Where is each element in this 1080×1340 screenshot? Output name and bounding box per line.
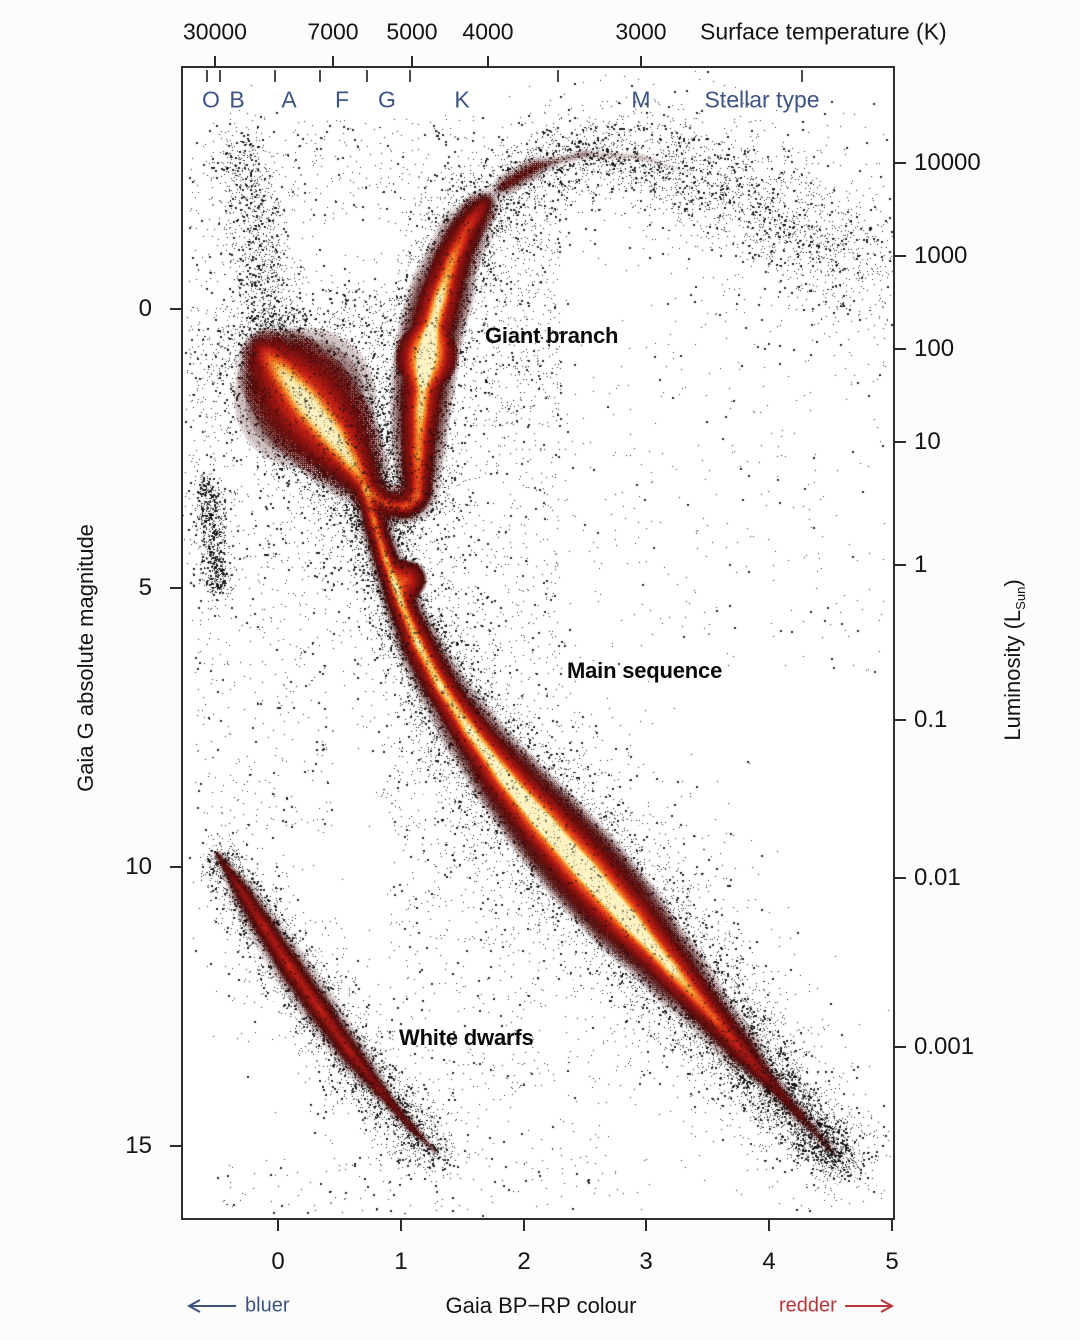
luminosity-axis-tick — [893, 162, 906, 164]
top-axis-title: Surface temperature (K) — [700, 18, 947, 45]
stellar-type-boundary-tick — [366, 70, 368, 82]
stellar-type-boundary-tick — [206, 70, 208, 82]
y-axis-tick-label: 15 — [125, 1132, 152, 1159]
y-axis-tick — [170, 866, 183, 868]
x-axis-tick-label: 3 — [639, 1248, 653, 1275]
temperature-tick-label: 3000 — [615, 18, 667, 45]
x-axis-tick — [891, 1218, 893, 1231]
temperature-axis-tick — [332, 56, 334, 68]
x-axis-tick — [400, 1218, 402, 1231]
stellar-type-letter: B — [229, 86, 245, 113]
stellar-type-boundary-tick — [319, 70, 321, 82]
temperature-axis-tick — [214, 56, 216, 68]
stellar-type-letter: F — [334, 86, 350, 113]
luminosity-tick-label: 10 — [914, 428, 941, 455]
redder-arrow-icon — [845, 1299, 895, 1313]
temperature-tick-label: 4000 — [462, 18, 514, 45]
luminosity-tick-label: 10000 — [914, 149, 981, 176]
luminosity-tick-label: 100 — [914, 335, 955, 362]
luminosity-axis-tick — [893, 348, 906, 350]
temperature-tick-label: 5000 — [386, 18, 438, 45]
left-axis-title: Gaia G absolute magnitude — [73, 524, 98, 792]
stellar-type-boundary-tick — [557, 70, 559, 82]
y-axis-tick-label: 10 — [125, 853, 152, 880]
redder-label: redder — [779, 1294, 837, 1317]
stellar-type-letter: K — [454, 86, 470, 113]
luminosity-tick-label: 0.001 — [914, 1033, 975, 1060]
y-axis-tick-label: 0 — [138, 295, 152, 322]
temperature-axis-tick — [640, 56, 642, 68]
temperature-tick-label: 30000 — [183, 18, 247, 45]
temperature-axis-tick — [411, 56, 413, 68]
y-axis-tick-label: 5 — [138, 574, 152, 601]
luminosity-axis-tick — [893, 564, 906, 566]
y-axis-tick — [170, 587, 183, 589]
luminosity-axis-tick — [893, 877, 906, 879]
temperature-tick-label: 7000 — [307, 18, 359, 45]
stellar-type-boundary-tick — [219, 70, 221, 82]
bluer-arrow-icon — [186, 1299, 236, 1313]
temperature-axis-tick — [487, 56, 489, 68]
annotation-white-dwarfs: White dwarfs — [399, 1025, 534, 1050]
luminosity-tick-label: 1000 — [914, 242, 968, 269]
right-axis-title: Luminosity (LSun) — [1000, 579, 1028, 740]
x-axis-tick — [523, 1218, 525, 1231]
stellar-type-letter: M — [631, 86, 651, 113]
x-axis-tick-label: 2 — [517, 1248, 531, 1275]
x-axis-tick — [277, 1218, 279, 1231]
luminosity-axis-tick — [893, 719, 906, 721]
stellar-type-letter: G — [378, 86, 396, 113]
stellar-type-boundary-tick — [801, 70, 803, 82]
luminosity-axis-tick — [893, 441, 906, 443]
bluer-label: bluer — [245, 1294, 290, 1317]
luminosity-tick-label: 1 — [914, 551, 928, 578]
bottom-axis-title: Gaia BP−RP colour — [445, 1293, 637, 1318]
stellar-type-letter: O — [202, 86, 220, 113]
right-axis-title-close: ) — [999, 579, 1025, 587]
luminosity-tick-label: 0.01 — [914, 864, 961, 891]
x-axis-tick — [645, 1218, 647, 1231]
stellar-type-label: Stellar type — [704, 86, 820, 113]
annotation-main-sequence: Main sequence — [567, 658, 723, 683]
luminosity-axis-tick — [893, 1046, 906, 1048]
luminosity-tick-label: 0.1 — [914, 706, 948, 733]
stellar-type-boundary-tick — [274, 70, 276, 82]
x-axis-tick-label: 4 — [762, 1248, 776, 1275]
x-axis-tick-label: 0 — [271, 1248, 285, 1275]
density-scatter-canvas — [183, 68, 893, 1218]
x-axis-tick — [768, 1218, 770, 1231]
stellar-type-letter: A — [281, 86, 297, 113]
y-axis-tick — [170, 308, 183, 310]
stellar-type-boundary-tick — [409, 70, 411, 82]
x-axis-tick-label: 5 — [885, 1248, 899, 1275]
y-axis-tick — [170, 1145, 183, 1147]
annotation-giant-branch: Giant branch — [485, 323, 619, 348]
x-axis-tick-label: 1 — [394, 1248, 408, 1275]
luminosity-axis-tick — [893, 255, 906, 257]
right-axis-title-subscript: Sun — [1013, 586, 1029, 610]
right-axis-title-text: Luminosity (L — [999, 609, 1025, 741]
